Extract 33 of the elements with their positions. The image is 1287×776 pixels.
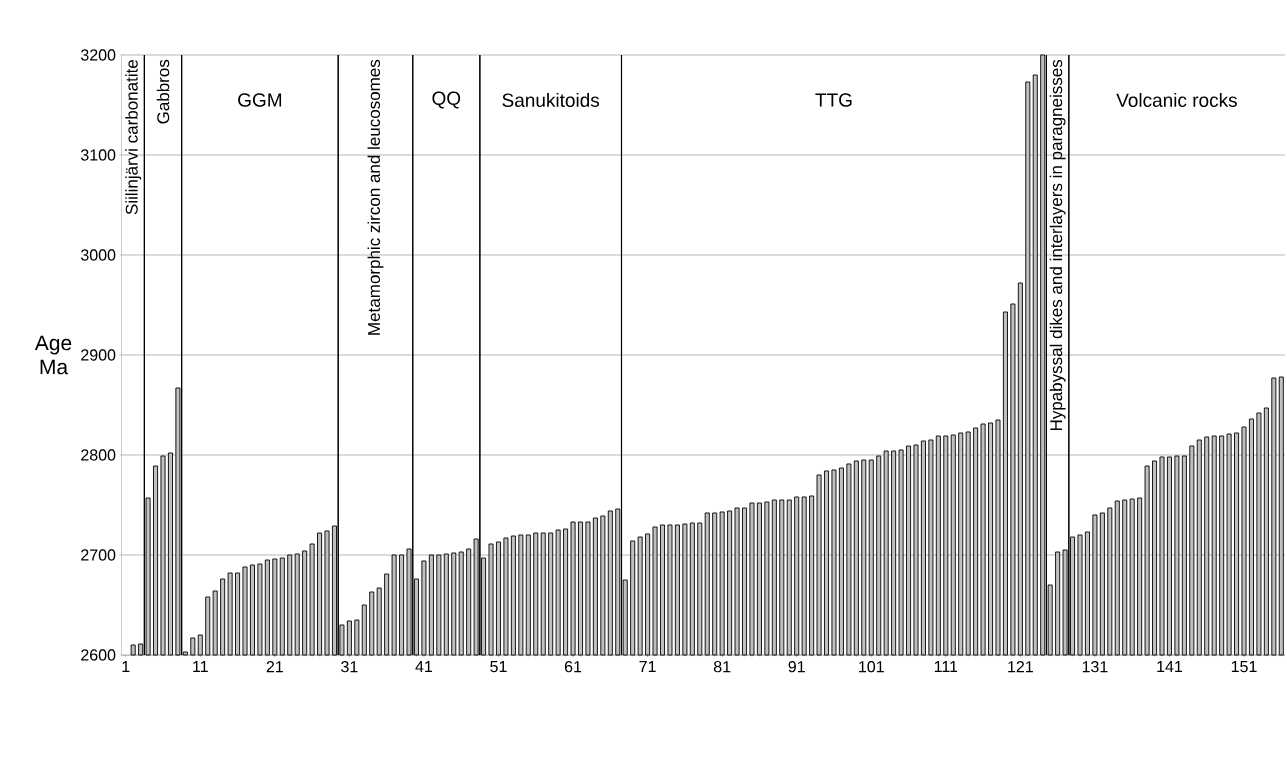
y-axis-title: Age Ma [34,335,72,375]
band-label: Metamorphic zircon and leucosomes [367,59,384,335]
band-label: Sanukitoids [502,93,600,107]
x-tick-label: 121 [1008,661,1033,673]
y-tick-label: 2700 [81,549,116,561]
band-label: Hypabyssal dikes and interlayers in paragneisses [1049,59,1066,431]
band-label: Siilinjärvi carbonatite [125,59,142,215]
x-tick-label: 71 [639,661,656,673]
x-tick-label: 111 [934,661,958,673]
band-label: Volcanic rocks [1116,93,1237,107]
x-tick-label: 1 [122,661,130,673]
x-tick-label: 11 [193,661,208,673]
band-label: TTG [815,93,852,107]
x-tick-label: 31 [341,661,358,673]
y-tick-label: 3000 [80,249,116,261]
band-label: QQ [432,91,461,109]
y-tick-label: 2900 [81,349,116,361]
y-tick-label: 2600 [81,649,116,661]
x-tick-label: 141 [1157,661,1183,673]
y-tick-label: 3200 [80,49,116,61]
x-tick-label: 61 [564,661,582,673]
x-tick-label: 151 [1231,661,1257,673]
y-tick-label: 2800 [81,449,116,461]
x-tick-label: 101 [859,661,884,673]
x-tick-label: 131 [1082,661,1108,673]
x-tick-label: 91 [788,661,805,673]
x-tick-label: 81 [713,661,731,673]
x-tick-label: 21 [266,661,283,673]
x-tick-label: 51 [490,661,507,673]
band-label: Gabbros [156,59,170,124]
band-label: GGM [238,93,282,107]
y-tick-label: 3100 [80,149,116,161]
x-tick-label: 41 [415,661,433,673]
